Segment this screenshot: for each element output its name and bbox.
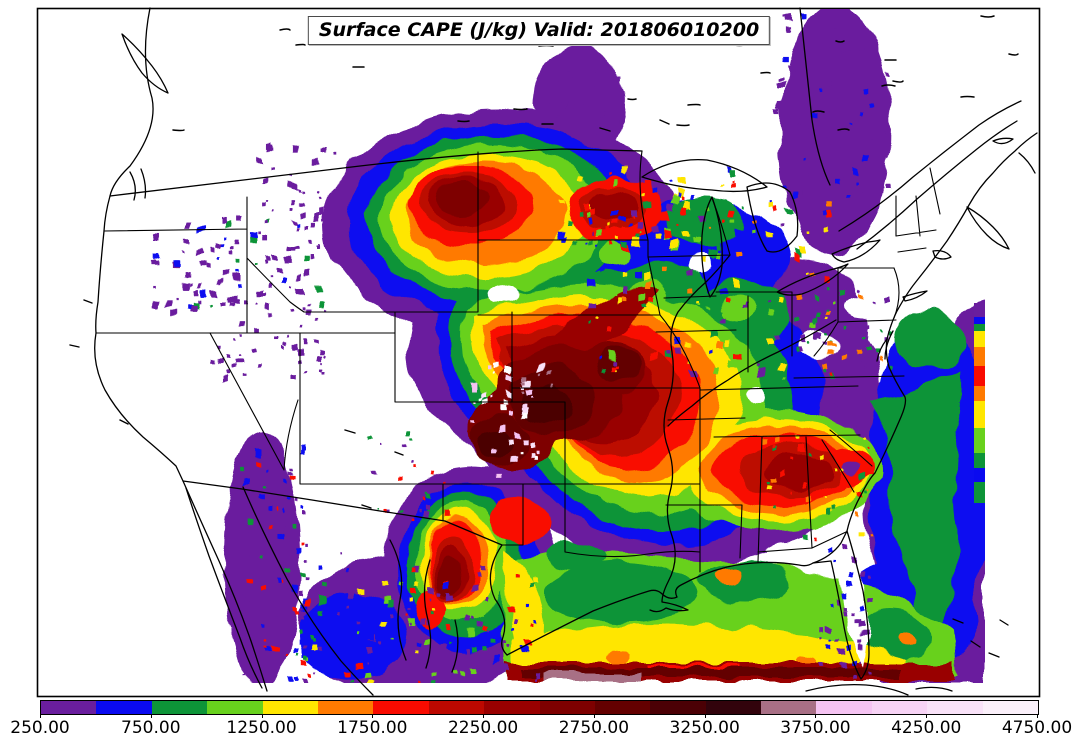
colorbar-tick-label: 1250.00 <box>226 718 297 738</box>
colorbar-tick <box>372 714 374 718</box>
cape-field <box>151 9 985 683</box>
colorbar-segment <box>428 701 485 714</box>
maritimes-coast <box>966 137 1036 250</box>
lake-ontario <box>831 239 881 263</box>
colorbar-segment <box>761 701 817 714</box>
colorbar-tick <box>815 714 817 718</box>
colorbar-segment <box>927 701 983 714</box>
gulf-coastline <box>506 561 814 656</box>
us-mexico-border <box>182 480 503 546</box>
colorbar-tick-label: 3750.00 <box>780 718 851 738</box>
colorbar <box>40 700 1039 715</box>
colorbar-segment <box>317 701 374 714</box>
us-canada-border <box>109 148 643 197</box>
colorbar-segment <box>650 701 706 714</box>
domain-edge-strip <box>974 303 985 503</box>
colorbar-segment <box>262 701 318 714</box>
colorbar-tick-label: 3250.00 <box>669 718 740 738</box>
colorbar-tick <box>150 714 152 718</box>
state-borders <box>95 150 941 573</box>
ohio-river <box>667 319 837 427</box>
lake-michigan <box>701 196 723 298</box>
colorbar-segment <box>207 701 263 714</box>
misc-terrain-dashes <box>69 119 670 509</box>
colorbar-segment <box>705 701 762 714</box>
cuba-bahamas-coast <box>805 618 1009 696</box>
colorbar-tick <box>593 714 595 718</box>
mexico-interior-borders <box>389 539 459 673</box>
colorbar-tick <box>1037 714 1038 718</box>
baja-inner-coast <box>185 487 263 689</box>
geography-borders <box>69 7 1038 696</box>
colorbar-segment <box>41 701 97 714</box>
rio-grande <box>489 544 508 656</box>
speckle-texture <box>151 15 893 683</box>
colorbar-segment <box>982 701 1039 714</box>
colorbar-segment <box>373 701 429 714</box>
colorbar-tick <box>261 714 263 718</box>
colorbar-tick-label: 4250.00 <box>891 718 962 738</box>
colorbar-segment <box>594 701 651 714</box>
colorbar-tick-label: 750.00 <box>121 718 181 738</box>
colorbar-segment <box>151 701 208 714</box>
cape-cod <box>932 249 952 260</box>
quebec-ontario-border <box>799 7 831 186</box>
lake-superior <box>641 158 768 193</box>
st-lawrence-river <box>838 100 1022 250</box>
colorbar-tick <box>483 714 485 718</box>
colorbar-segment <box>816 701 872 714</box>
map-title-box: Surface CAPE (J/kg) Valid: 201806010200 <box>307 16 771 45</box>
mississippi-river <box>649 254 731 613</box>
field-contour-blobs <box>151 9 985 683</box>
colorbar-tick-label: 250.00 <box>10 718 70 738</box>
map-title: Surface CAPE (J/kg) Valid: 201806010200 <box>318 19 760 41</box>
colorbar-segment <box>539 701 595 714</box>
colorbar-tick <box>926 714 928 718</box>
colorbar-tick <box>40 714 41 718</box>
gulf-of-california-coast <box>242 486 374 696</box>
chesapeake-bay <box>876 330 894 362</box>
vancouver-island <box>121 33 169 201</box>
colorbar-segment <box>484 701 540 714</box>
colorbar-tick-label: 4750.00 <box>1001 718 1073 738</box>
colorbar-tick-label: 2750.00 <box>558 718 630 738</box>
colorbar-tick-label: 2250.00 <box>447 718 519 738</box>
colorbar-segment <box>96 701 152 714</box>
colorbar-segment <box>871 701 928 714</box>
lake-erie <box>776 263 849 296</box>
colorbar-tick <box>704 714 706 718</box>
colorbar-tick-label: 1750.00 <box>337 718 408 738</box>
lake-huron <box>746 182 799 253</box>
atlantic-coastline <box>846 132 1038 532</box>
long-island <box>902 290 928 302</box>
